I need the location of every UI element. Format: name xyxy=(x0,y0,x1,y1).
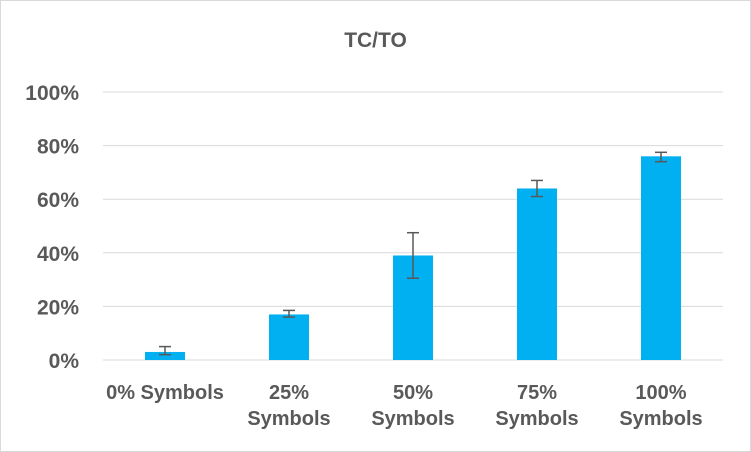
chart-title: TC/TO xyxy=(344,29,407,52)
bar xyxy=(517,188,557,360)
y-tick-label: 40% xyxy=(37,243,79,266)
x-tick-label: 50% xyxy=(393,382,433,404)
error-bar xyxy=(407,231,419,280)
x-tick-label: Symbols xyxy=(371,408,454,430)
y-tick-label: 80% xyxy=(37,136,79,159)
error-bar xyxy=(159,345,171,356)
y-tick-label: 60% xyxy=(37,189,79,212)
x-tick-label: Symbols xyxy=(495,408,578,430)
y-tick-label: 100% xyxy=(25,82,79,105)
x-tick-label: 25% xyxy=(269,382,309,404)
x-tick-label: 100% xyxy=(635,382,686,404)
error-bar xyxy=(283,309,295,318)
error-bar xyxy=(531,179,543,198)
y-tick-label: 20% xyxy=(37,296,79,319)
x-tick-label: Symbols xyxy=(247,408,330,430)
x-axis-ticks: 0% Symbols 25% Symbols 50% Symbols 75% Symbols… xyxy=(106,382,703,430)
bars xyxy=(145,156,681,360)
bar xyxy=(269,314,309,360)
y-tick-label: 0% xyxy=(49,350,80,373)
bar xyxy=(145,351,185,360)
x-tick-label: 0% Symbols xyxy=(106,382,224,404)
y-axis-ticks: 0% 20% 40% 60% 80% 100% xyxy=(25,82,79,373)
bar xyxy=(641,156,681,360)
error-bars xyxy=(159,151,667,356)
x-tick-label: Symbols xyxy=(619,408,702,430)
error-bar xyxy=(655,151,667,163)
x-tick-label: 75% xyxy=(517,382,557,404)
